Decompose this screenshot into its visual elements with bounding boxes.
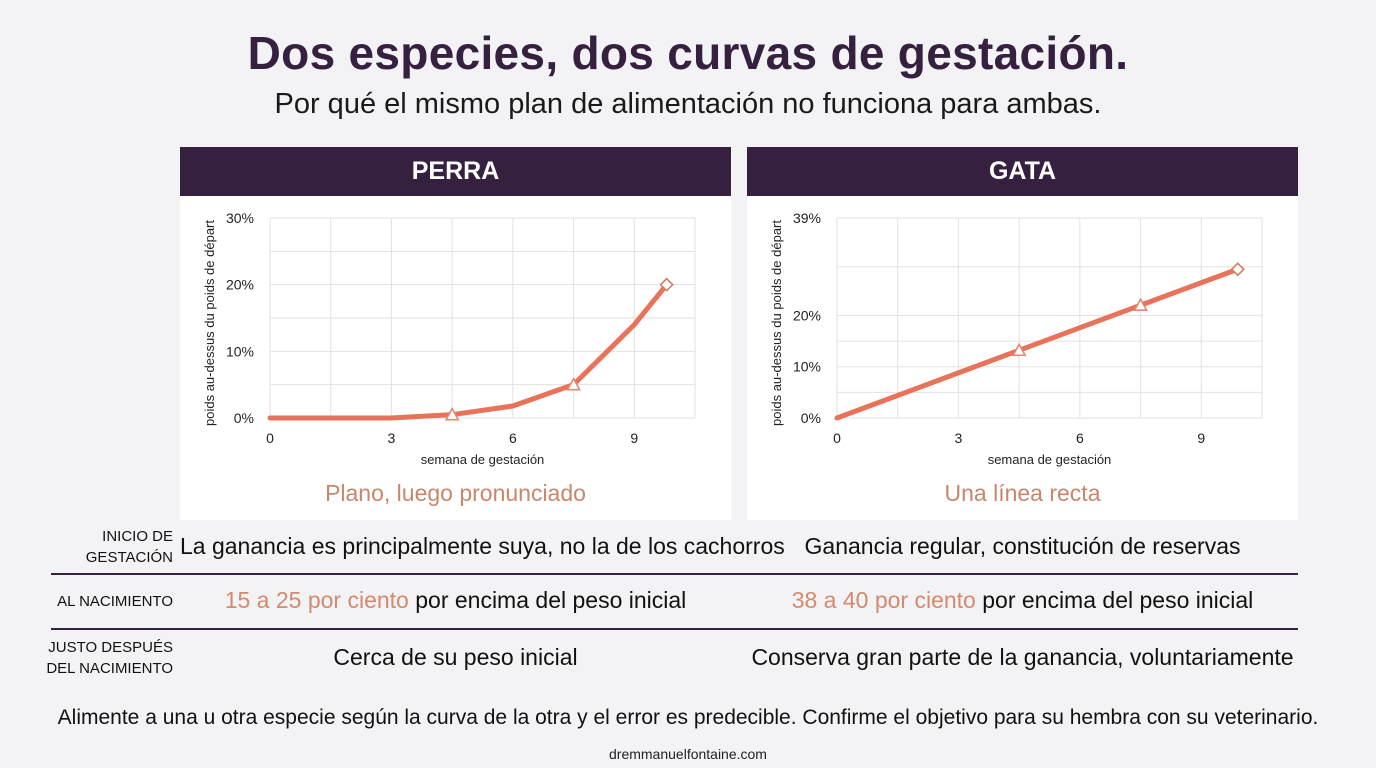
- row-label-line: JUSTO DESPUÉS: [48, 639, 173, 656]
- footer-note: Alimente a una u otra especie según la c…: [57, 706, 1319, 729]
- cell-highlight: 15 a 25 por ciento: [224, 587, 409, 613]
- cell-perra-nacimiento: 15 a 25 por ciento por encima del peso i…: [180, 587, 731, 614]
- chart-panel-perra: PERRA 0% 10% 20% 30% 0 3 6 9 semana de gestación…: [180, 147, 731, 520]
- x-tick-label: 6: [1076, 430, 1084, 446]
- x-tick-label: 6: [509, 430, 517, 446]
- chart-title-perra: PERRA: [180, 147, 731, 196]
- cell-perra-inicio: La ganancia es principalmente suya, no l…: [180, 533, 785, 560]
- x-tick-label: 0: [833, 430, 841, 446]
- x-axis-label: semana de gestación: [421, 452, 545, 467]
- chart-panel-gata: GATA 0% 10% 20% 39% 0 3 6 9 semana de gestación p…: [747, 147, 1298, 520]
- row-label-line: GESTACIÓN: [85, 549, 173, 566]
- row-label-inicio: INICIO DE GESTACIÓN: [40, 526, 173, 568]
- diamond-marker: [659, 277, 674, 292]
- triangle-marker: [444, 406, 460, 421]
- x-tick-label: 0: [266, 430, 274, 446]
- line-chart-perra: 0% 10% 20% 30% 0 3 6 9 semana de gestación poids …: [202, 210, 696, 467]
- y-tick-label: 0%: [234, 410, 254, 426]
- cell-text: por encima del peso inicial: [408, 587, 687, 613]
- cell-gata-nacimiento: 38 a 40 por ciento por encima del peso i…: [747, 587, 1298, 614]
- y-tick-label: 0%: [801, 410, 821, 426]
- series-line: [834, 266, 1241, 421]
- triangle-marker: [1011, 342, 1027, 357]
- diamond-marker: [1230, 262, 1245, 277]
- cell-text: Conserva gran parte de la ganancia, volu…: [751, 644, 1294, 670]
- page-title: Dos especies, dos curvas de gestación.: [247, 27, 1129, 79]
- y-axis-label: poids au-dessus du poids de départ: [769, 220, 784, 426]
- triangle-marker: [1133, 297, 1148, 311]
- x-tick-label: 9: [1197, 430, 1205, 446]
- row-label-line: INICIO DE: [102, 528, 173, 545]
- x-axis-label: semana de gestación: [988, 452, 1112, 467]
- x-tick-label: 3: [388, 430, 396, 446]
- cell-gata-inicio: Ganancia regular, constitución de reserv…: [747, 533, 1298, 560]
- chart-title-gata: GATA: [747, 147, 1298, 196]
- chart-caption-gata: Una línea recta: [944, 480, 1101, 506]
- chart-caption-perra: Plano, luego pronunciado: [325, 480, 586, 506]
- y-tick-label: 30%: [226, 210, 254, 226]
- line-chart-gata: 0% 10% 20% 39% 0 3 6 9 semana de gestación poids …: [769, 210, 1263, 467]
- row-label-line: DEL NACIMIENTO: [46, 660, 173, 677]
- series-line: [267, 282, 670, 421]
- triangle-marker: [566, 376, 581, 391]
- cell-highlight: 38 a 40 por ciento: [791, 587, 976, 613]
- y-tick-label: 20%: [793, 307, 821, 323]
- y-tick-label: 20%: [226, 277, 254, 293]
- y-tick-label: 39%: [793, 210, 821, 226]
- table-divider: [51, 628, 1298, 630]
- source-credit: dremmanuelfontaine.com: [609, 746, 767, 762]
- row-label-line: AL NACIMIENTO: [57, 593, 173, 610]
- x-tick-label: 9: [630, 430, 638, 446]
- cell-text: Ganancia regular, constitución de reserv…: [804, 533, 1241, 559]
- y-axis-label: poids au-dessus du poids de départ: [202, 220, 217, 426]
- cell-perra-despues: Cerca de su peso inicial: [180, 644, 731, 671]
- row-label-nacimiento: AL NACIMIENTO: [40, 591, 173, 612]
- cell-text: por encima del peso inicial: [975, 587, 1254, 613]
- cell-text: La ganancia es principalmente suya, no l…: [180, 533, 785, 559]
- table-divider: [51, 573, 1298, 575]
- y-tick-label: 10%: [793, 359, 821, 375]
- page-subtitle: Por qué el mismo plan de alimentación no…: [274, 88, 1102, 120]
- cell-gata-despues: Conserva gran parte de la ganancia, volu…: [747, 644, 1298, 671]
- row-label-despues: JUSTO DESPUÉS DEL NACIMIENTO: [40, 637, 173, 679]
- y-tick-label: 10%: [226, 343, 254, 359]
- cell-text: Cerca de su peso inicial: [333, 644, 578, 670]
- x-tick-label: 3: [955, 430, 963, 446]
